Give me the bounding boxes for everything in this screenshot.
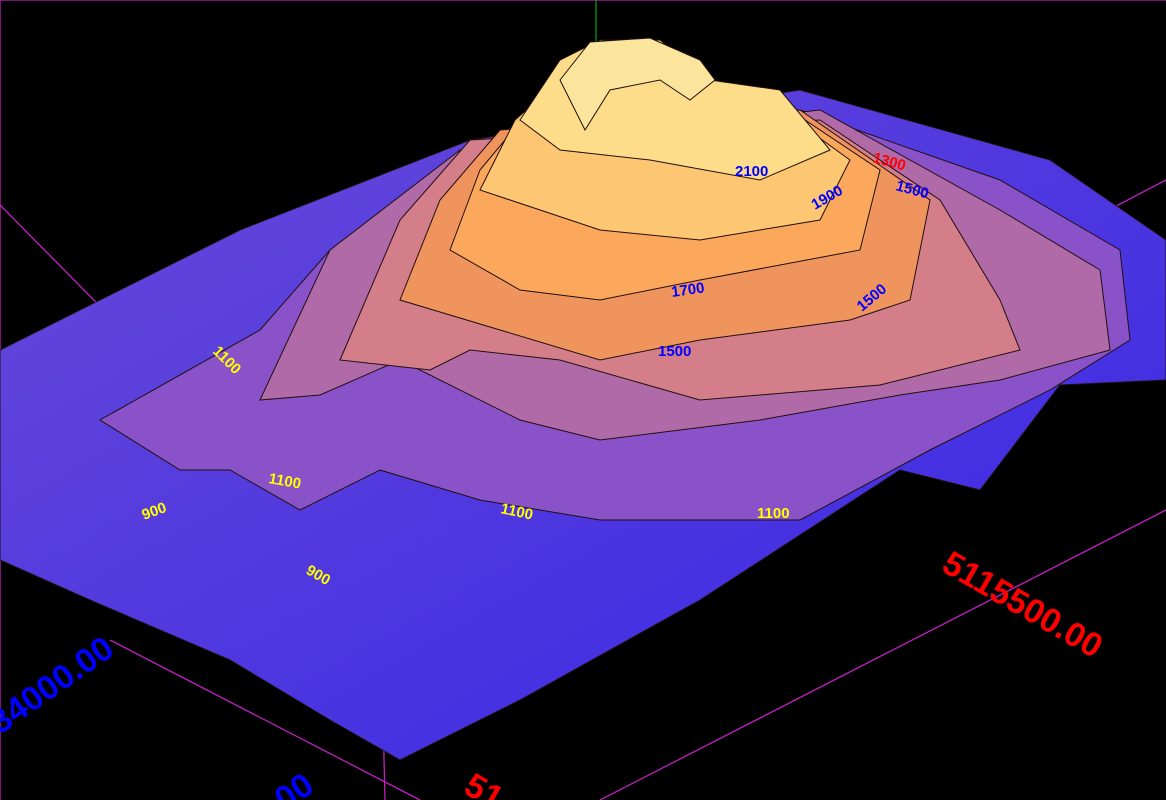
contour-label: 1100 <box>267 470 302 492</box>
terrain-surface <box>0 37 1166 761</box>
easting-axis-label: 5115500.00 <box>936 544 1109 666</box>
contour-label: 1500 <box>658 343 691 360</box>
northing-axis-label-bottom: 00 <box>268 766 321 800</box>
contour-label: 1700 <box>670 279 705 300</box>
contour-label: 2100 <box>735 163 768 180</box>
contour-label: 1100 <box>499 500 534 523</box>
easting-axis-label-bottom: 51 <box>458 766 510 800</box>
contour-label: 1100 <box>757 505 790 522</box>
summit <box>559 37 716 132</box>
northing-axis-label: 34000.00 <box>0 629 121 741</box>
